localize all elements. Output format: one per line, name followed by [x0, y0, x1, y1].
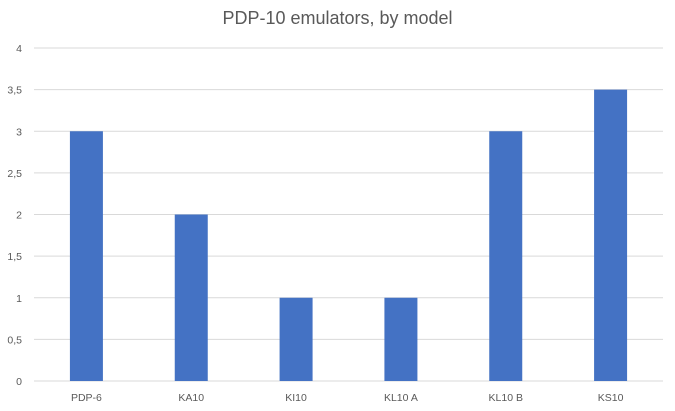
x-axis-tick-labels: PDP-6 KA10 KI10 KL10 A KL10 B KS10: [71, 392, 624, 404]
bar: [594, 89, 628, 381]
bar: [384, 297, 418, 381]
x-tick-label: KI10: [285, 392, 307, 404]
gridlines: [34, 47, 663, 382]
y-tick-label: 1,5: [7, 251, 22, 263]
bar: [174, 214, 208, 381]
x-tick-label: KA10: [178, 392, 204, 404]
bar: [489, 131, 523, 381]
chart-title: PDP-10 emulators, by model: [222, 8, 453, 28]
x-tick-label: KL10 A: [384, 392, 418, 404]
y-axis-tick-labels: 0 0,5 1 1,5 2 2,5 3 3,5 4: [7, 43, 22, 388]
y-tick-label: 1: [16, 293, 22, 305]
y-tick-label: 3: [16, 126, 22, 138]
y-tick-label: 0: [16, 376, 22, 388]
bars: [69, 89, 628, 381]
y-tick-label: 4: [16, 43, 22, 55]
x-tick-label: KS10: [598, 392, 624, 404]
y-tick-label: 2,5: [7, 168, 22, 180]
y-tick-label: 2: [16, 210, 22, 222]
x-tick-label: PDP-6: [71, 392, 102, 404]
x-tick-label: KL10 B: [489, 392, 523, 404]
bar: [279, 297, 313, 381]
bar: [69, 131, 103, 381]
y-tick-label: 0,5: [7, 334, 22, 346]
y-tick-label: 3,5: [7, 85, 22, 97]
